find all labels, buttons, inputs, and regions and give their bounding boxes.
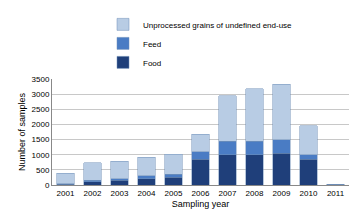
svg-text:2010: 2010 <box>300 189 318 198</box>
svg-text:2004: 2004 <box>138 189 156 198</box>
svg-text:3500: 3500 <box>32 75 50 84</box>
svg-text:Sampling year: Sampling year <box>172 199 230 209</box>
svg-text:2000: 2000 <box>32 120 50 129</box>
svg-text:2001: 2001 <box>57 189 75 198</box>
svg-text:2005: 2005 <box>165 189 183 198</box>
svg-text:3000: 3000 <box>32 90 50 99</box>
svg-text:2007: 2007 <box>219 189 237 198</box>
svg-text:500: 500 <box>36 166 50 175</box>
svg-text:1000: 1000 <box>32 151 50 160</box>
svg-text:2011: 2011 <box>327 189 345 198</box>
svg-text:0: 0 <box>45 181 50 190</box>
svg-text:2500: 2500 <box>32 105 50 114</box>
svg-text:2006: 2006 <box>192 189 210 198</box>
svg-text:Feed: Feed <box>143 40 161 49</box>
svg-text:2008: 2008 <box>246 189 264 198</box>
svg-text:2002: 2002 <box>84 189 102 198</box>
svg-text:2009: 2009 <box>273 189 291 198</box>
svg-text:Unprocessed grains of undefine: Unprocessed grains of undefined end-use <box>143 21 292 30</box>
svg-text:Food: Food <box>143 59 161 68</box>
svg-text:2003: 2003 <box>111 189 129 198</box>
svg-text:Number of samples: Number of samples <box>17 92 27 171</box>
svg-text:1500: 1500 <box>32 135 50 144</box>
